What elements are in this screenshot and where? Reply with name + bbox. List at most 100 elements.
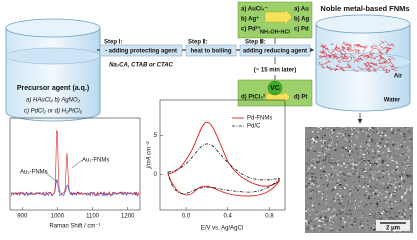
sem-grain [339, 183, 341, 185]
sem-grain [330, 147, 332, 149]
sem-grain [363, 145, 365, 147]
scale-box [376, 220, 410, 231]
sem-grain [388, 173, 390, 175]
sem-grain [336, 165, 338, 167]
sem-grain [401, 184, 403, 187]
x-tick-label: 1100 [86, 214, 100, 220]
sem-grain [340, 165, 343, 167]
sem-grain [354, 162, 357, 164]
sem-grain [306, 183, 308, 185]
sem-grain [405, 209, 408, 211]
sem-grain [332, 189, 335, 191]
ion: c) Pd²⁺ [241, 26, 261, 33]
sem-grain [314, 164, 316, 167]
sem-grain [384, 213, 386, 215]
sem-grain [361, 164, 362, 166]
sem-grain [349, 206, 351, 208]
sem-grain [399, 171, 401, 173]
sem-grain [348, 176, 351, 177]
sem-grain [322, 221, 325, 223]
sem-grain [347, 134, 350, 137]
curve-label: Au₂-FNMs [20, 170, 48, 176]
sem-grain [361, 173, 363, 175]
sem-grain [327, 142, 329, 144]
sem-grain [352, 157, 354, 159]
sem-grain [337, 160, 339, 162]
film-strand [320, 43, 327, 47]
sem-grain [337, 141, 339, 143]
sem-grain [406, 190, 408, 192]
film-strand [378, 51, 382, 54]
sem-grain [367, 183, 369, 185]
film-strand [333, 49, 342, 53]
film-strand [379, 40, 385, 45]
sem-grain [323, 140, 327, 142]
film-strand [319, 54, 325, 58]
sem-grain [339, 195, 341, 197]
sem-grain [343, 146, 345, 148]
sem-grain [386, 169, 389, 171]
sem-grain [399, 175, 401, 177]
film-strand [339, 51, 346, 56]
sem-grain [354, 199, 357, 202]
sem-grain [394, 155, 396, 157]
sem-grain [402, 209, 404, 211]
reagent: VC [270, 85, 280, 92]
sem-grain [383, 200, 386, 202]
sem-grain [392, 144, 395, 146]
sem-grain [411, 183, 413, 185]
sem-grain [405, 164, 408, 166]
sem-grain [391, 132, 394, 134]
sem-grain [307, 169, 309, 171]
film-strand [340, 66, 345, 72]
sem-grain [371, 171, 373, 173]
sem-grain [401, 216, 403, 218]
sem-grain [323, 175, 324, 177]
sem-grain [305, 208, 307, 211]
sem-grain [315, 140, 318, 143]
sem-grain [367, 152, 368, 154]
sem-grain [349, 192, 352, 194]
sem-grain [358, 185, 361, 187]
sem-grain [386, 166, 389, 168]
sem-grain [333, 181, 335, 183]
sem-grain [370, 162, 372, 164]
sem-grain [392, 151, 394, 153]
sem-grain [358, 162, 360, 164]
sem-grain [391, 128, 393, 130]
sem-grain [315, 133, 317, 136]
sem-grain [359, 223, 362, 225]
sem-grain [367, 193, 370, 195]
sem-grain [393, 195, 395, 196]
sem-grain [384, 197, 387, 200]
sem-grain [310, 225, 313, 228]
sem-grain [313, 150, 316, 151]
sem-grain [368, 195, 370, 197]
sem-grain [377, 170, 380, 172]
sem-grain [328, 195, 331, 197]
sem-grain [342, 220, 344, 222]
sem-grain [404, 185, 406, 187]
sem-grain [307, 214, 309, 216]
x-tick-label: 0.4 [224, 214, 233, 220]
sem-grain [359, 172, 361, 174]
film-strand [374, 53, 385, 58]
sem-grain [372, 185, 375, 188]
sem-grain [367, 213, 369, 215]
sem-grain [314, 137, 317, 139]
sem-grain [333, 191, 335, 193]
sem-grain [325, 179, 328, 181]
sem-grain [307, 226, 309, 229]
curve-label: Au₁-FNMs [82, 158, 109, 164]
sem-grain [374, 150, 376, 152]
sem-grain [394, 147, 397, 149]
sem-grain [386, 137, 389, 139]
sem-grain [391, 156, 393, 159]
sem-grain [355, 147, 358, 150]
sem-grain [347, 149, 350, 151]
sem-grain [341, 209, 344, 211]
sem-grain [365, 167, 367, 169]
sem-grain [387, 205, 389, 208]
sem-grain [341, 226, 344, 228]
sem-grain [350, 135, 352, 137]
